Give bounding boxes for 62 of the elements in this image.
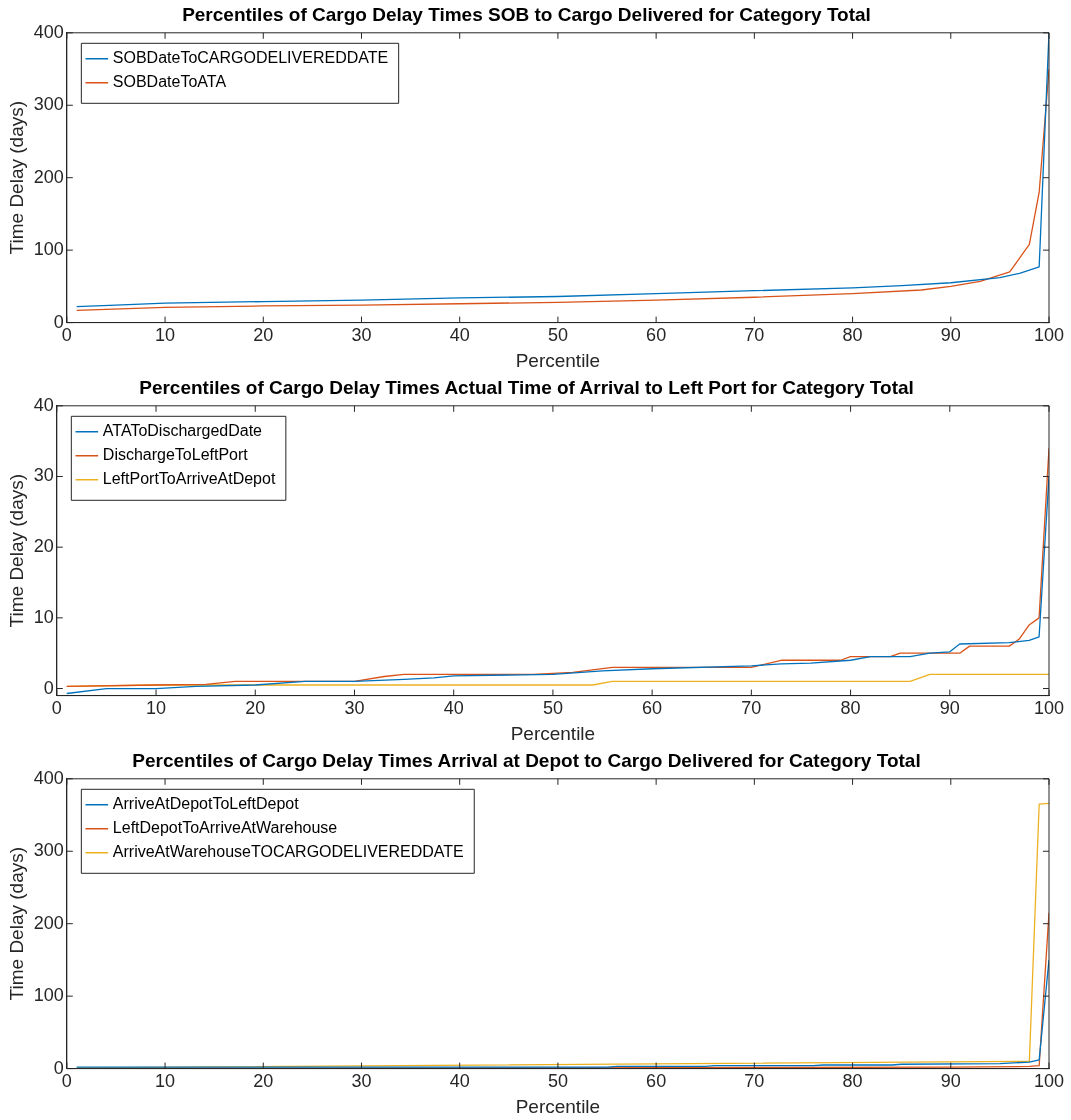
y-tick-label: 400 [33, 21, 64, 42]
x-tick-label: 70 [744, 325, 765, 346]
x-tick-label: 80 [842, 1071, 863, 1092]
y-tick-label: 300 [33, 840, 64, 861]
legend-label: ATAToDischargedDate [102, 422, 263, 440]
chart-title: Percentiles of Cargo Delay Times Actual Time of Arrival to Left Port for Category Total [139, 376, 914, 398]
legend-label: SOBDateToCARGODELIVEREDDATE [112, 49, 389, 67]
x-tick-label: 10 [155, 1071, 176, 1092]
x-axis-title: Percentile [515, 349, 601, 371]
legend-label: ArriveAtWarehouseTOCARGODELIVEREDDATE [112, 843, 464, 861]
x-tick-label: 90 [940, 325, 961, 346]
x-tick-label: 100 [1033, 698, 1065, 719]
y-tick-label: 200 [33, 912, 64, 933]
x-tick-label: 50 [542, 698, 563, 719]
x-tick-label: 40 [449, 325, 470, 346]
legend-label: SOBDateToATA [112, 73, 227, 91]
legend-label: LeftPortToArriveAtDepot [102, 470, 276, 488]
y-tick-label: 0 [53, 311, 64, 332]
x-tick-label: 80 [840, 698, 861, 719]
x-tick-label: 20 [245, 698, 266, 719]
chart-title: Percentiles of Cargo Delay Times Arrival at Depot to Cargo Delivered for Category Total [132, 749, 921, 771]
y-tick-label: 20 [33, 536, 54, 557]
x-axis-title: Percentile [515, 1095, 601, 1117]
y-axis-title: Time Delay (days) [5, 473, 27, 628]
x-tick-label: 50 [547, 1071, 568, 1092]
chart-title: Percentiles of Cargo Delay Times SOB to Cargo Delivered for Category Total [182, 3, 871, 25]
x-tick-label: 20 [253, 1071, 274, 1092]
x-tick-label: 100 [1033, 1071, 1065, 1092]
legend-label: DischargeToLeftPort [102, 446, 249, 464]
y-tick-label: 0 [53, 1057, 64, 1078]
y-tick-label: 100 [33, 985, 64, 1006]
y-tick-label: 10 [33, 606, 54, 627]
x-tick-label: 70 [744, 1071, 765, 1092]
y-tick-label: 100 [33, 239, 64, 260]
x-tick-label: 60 [646, 325, 667, 346]
x-tick-label: 40 [449, 1071, 470, 1092]
y-tick-label: 0 [43, 677, 54, 698]
x-tick-label: 20 [253, 325, 274, 346]
legend-label: LeftDepotToArriveAtWarehouse [112, 819, 338, 837]
x-tick-label: 100 [1033, 325, 1065, 346]
x-tick-label: 90 [939, 698, 960, 719]
y-tick-label: 200 [33, 166, 64, 187]
x-tick-label: 30 [351, 325, 372, 346]
x-tick-label: 10 [155, 325, 176, 346]
y-tick-label: 30 [33, 465, 54, 486]
x-tick-label: 40 [443, 698, 464, 719]
x-tick-label: 50 [547, 325, 568, 346]
y-tick-label: 40 [33, 394, 54, 415]
y-axis-title: Time Delay (days) [5, 846, 27, 1001]
y-axis-title: Time Delay (days) [5, 100, 27, 255]
x-tick-label: 80 [842, 325, 863, 346]
x-tick-label: 30 [351, 1071, 372, 1092]
x-tick-label: 60 [642, 698, 663, 719]
x-axis-title: Percentile [510, 722, 596, 744]
y-tick-label: 400 [33, 767, 64, 788]
x-tick-label: 60 [646, 1071, 667, 1092]
x-tick-label: 30 [344, 698, 365, 719]
legend-label: ArriveAtDepotToLeftDepot [112, 795, 300, 813]
y-tick-label: 300 [33, 94, 64, 115]
x-tick-label: 70 [741, 698, 762, 719]
x-tick-label: 90 [940, 1071, 961, 1092]
x-tick-label: 10 [146, 698, 167, 719]
